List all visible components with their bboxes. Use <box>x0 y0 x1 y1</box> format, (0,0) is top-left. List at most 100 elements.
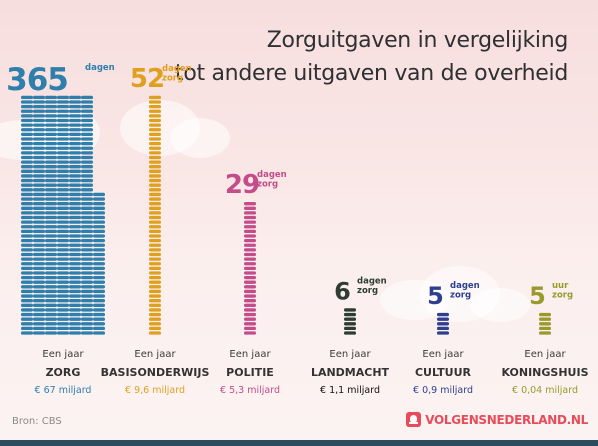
disc-politie <box>244 308 256 312</box>
disc-zorg <box>33 275 45 280</box>
disc-basisonderwijs <box>149 220 161 224</box>
disc-zorg <box>33 118 45 123</box>
disc-politie <box>244 317 256 321</box>
disc-zorg <box>45 220 57 224</box>
disc-politie <box>244 289 256 294</box>
disc-zorg <box>45 123 57 127</box>
disc-zorg <box>57 312 69 317</box>
cloud-decoration <box>470 288 530 322</box>
category-label-cultuur: CULTUUR <box>415 366 472 379</box>
disc-basisonderwijs <box>149 243 161 247</box>
disc-zorg <box>57 197 69 201</box>
disc-zorg <box>21 331 33 335</box>
disc-politie <box>244 252 256 257</box>
disc-zorg <box>57 174 69 178</box>
disc-zorg <box>57 252 69 257</box>
disc-zorg <box>21 118 33 123</box>
disc-zorg <box>57 215 69 220</box>
disc-zorg <box>93 294 105 298</box>
disc-zorg <box>33 299 45 303</box>
disc-zorg <box>57 262 69 266</box>
disc-zorg <box>45 141 57 146</box>
disc-zorg <box>69 155 81 160</box>
disc-zorg <box>81 275 93 280</box>
disc-zorg <box>69 123 81 127</box>
disc-zorg <box>81 160 93 164</box>
disc-zorg <box>45 146 57 150</box>
disc-basisonderwijs <box>149 211 161 215</box>
disc-zorg <box>33 132 45 137</box>
disc-zorg <box>93 257 105 261</box>
cost-label-landmacht: € 1,1 miljard <box>320 385 380 396</box>
disc-basisonderwijs <box>149 128 161 132</box>
disc-zorg <box>57 280 69 284</box>
disc-politie <box>244 285 256 289</box>
disc-zorg <box>81 188 93 192</box>
disc-basisonderwijs <box>149 215 161 220</box>
disc-zorg <box>93 280 105 284</box>
disc-zorg <box>21 266 33 270</box>
disc-zorg <box>69 248 81 252</box>
disc-zorg <box>81 132 93 137</box>
disc-zorg <box>57 248 69 252</box>
disc-politie <box>244 243 256 247</box>
value-label-koningshuis: 5 <box>529 282 545 310</box>
disc-zorg <box>69 322 81 326</box>
disc-zorg <box>45 266 57 270</box>
disc-zorg <box>69 234 81 238</box>
disc-zorg <box>21 188 33 192</box>
disc-basisonderwijs <box>149 248 161 252</box>
disc-landmacht <box>344 317 356 321</box>
unit-label-politie: dagen <box>257 170 287 180</box>
disc-zorg <box>57 257 69 261</box>
disc-basisonderwijs <box>149 132 161 137</box>
disc-politie <box>244 238 256 243</box>
disc-politie <box>244 211 256 215</box>
disc-zorg <box>57 225 69 229</box>
disc-zorg <box>45 289 57 294</box>
disc-zorg <box>33 178 45 183</box>
disc-zorg <box>57 123 69 127</box>
caption-koningshuis: Een jaar <box>524 349 566 360</box>
disc-zorg <box>33 262 45 266</box>
source-note: Bron: CBS <box>12 416 62 427</box>
disc-zorg <box>57 234 69 238</box>
disc-zorg <box>21 174 33 178</box>
disc-zorg <box>57 146 69 150</box>
cost-label-politie: € 5,3 miljard <box>220 385 280 396</box>
disc-zorg <box>69 225 81 229</box>
disc-zorg <box>33 95 45 100</box>
disc-zorg <box>93 192 105 197</box>
disc-zorg <box>57 137 69 141</box>
disc-koningshuis <box>539 317 551 321</box>
disc-zorg <box>33 105 45 109</box>
disc-basisonderwijs <box>149 299 161 303</box>
disc-zorg <box>57 100 69 104</box>
disc-zorg <box>33 215 45 220</box>
disc-zorg <box>57 192 69 197</box>
disc-zorg <box>81 229 93 234</box>
disc-zorg <box>33 206 45 210</box>
disc-zorg <box>57 155 69 160</box>
disc-landmacht <box>344 312 356 317</box>
brand-link[interactable]: VOLGENSNEDERLAND.NL <box>406 412 588 427</box>
disc-zorg <box>69 215 81 220</box>
disc-zorg <box>93 285 105 289</box>
disc-politie <box>244 299 256 303</box>
disc-zorg <box>33 326 45 331</box>
disc-zorg <box>69 128 81 132</box>
disc-zorg <box>33 114 45 118</box>
unit-label-basisonderwijs: dagen <box>162 64 192 74</box>
disc-zorg <box>81 220 93 224</box>
disc-zorg <box>21 238 33 243</box>
disc-politie <box>244 215 256 220</box>
disc-zorg <box>81 303 93 307</box>
disc-zorg <box>57 160 69 164</box>
disc-basisonderwijs <box>149 141 161 146</box>
disc-zorg <box>81 271 93 275</box>
disc-zorg <box>33 271 45 275</box>
disc-zorg <box>33 248 45 252</box>
disc-basisonderwijs <box>149 100 161 104</box>
disc-zorg <box>93 289 105 294</box>
disc-zorg <box>21 243 33 247</box>
